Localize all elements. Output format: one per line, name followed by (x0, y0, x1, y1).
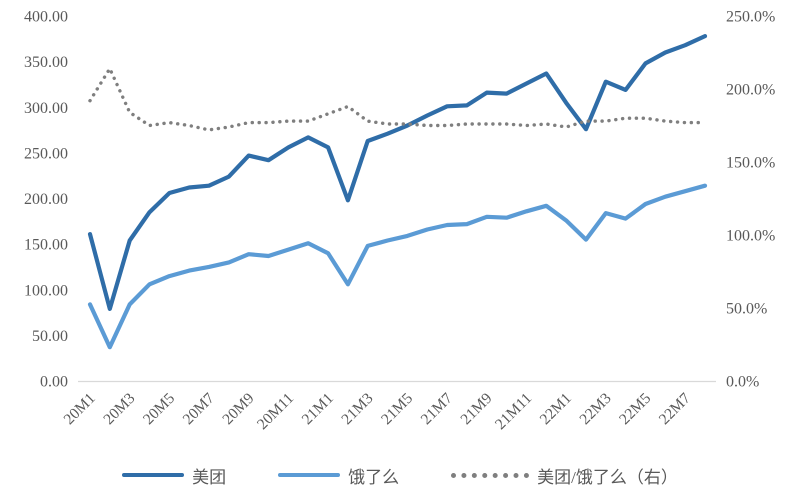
series-eleme (87, 183, 708, 350)
x-axis-tick: 22M5 (616, 390, 654, 428)
x-axis-tick: 21M11 (492, 390, 535, 433)
x-axis-tick: 22M7 (656, 390, 694, 428)
legend-item-meituan: 美团 (122, 463, 226, 488)
left-axis-labels: 400.00 350.00 300.00 250.00 200.00 150.00 100.… (24, 9, 68, 391)
legend-item-eleme: 饿了么 (278, 463, 399, 488)
legend-label-ratio: 美团/饿了么（右） (537, 467, 678, 487)
x-axis-tick: 22M3 (576, 390, 614, 428)
left-axis-tick: 300.00 (24, 100, 68, 117)
right-axis-tick: 100.0% (726, 228, 775, 245)
meituan-line-swatch-icon (122, 473, 185, 477)
x-axis-tick: 20M9 (219, 390, 257, 428)
x-axis-tick: 21M9 (457, 390, 495, 428)
series-ratio (88, 66, 707, 132)
chart-canvas: 400.00 350.00 300.00 250.00 200.00 150.00 100.… (24, 9, 775, 434)
chart-legend: 美团 饿了么 美团/饿了么（右） (0, 458, 800, 492)
eleme-line-swatch-icon (278, 473, 341, 477)
left-axis-tick: 200.00 (24, 191, 68, 208)
x-axis-tick: 21M5 (378, 390, 416, 428)
right-axis-tick: 200.0% (726, 82, 775, 99)
left-axis-tick: 400.00 (24, 9, 68, 26)
legend-label-eleme: 饿了么 (348, 467, 400, 487)
right-axis-tick: 250.0% (726, 9, 775, 26)
x-axis-tick: 20M3 (100, 390, 138, 428)
right-axis-tick: 50.0% (726, 301, 767, 318)
legend-item-ratio: 美团/饿了么（右） (451, 463, 678, 488)
left-axis-tick: 0.00 (40, 374, 68, 391)
left-axis-tick: 100.00 (24, 282, 68, 299)
left-axis-tick: 150.00 (24, 237, 68, 254)
x-axis-tick: 22M1 (537, 390, 575, 428)
x-axis-tick: 20M1 (61, 390, 99, 428)
x-axis-tick: 20M5 (140, 390, 178, 428)
x-axis-tick: 21M1 (299, 390, 337, 428)
right-axis-labels: 250.0% 200.0% 150.0% 100.0% 50.0% 0.0% (726, 9, 775, 391)
x-axis-tick: 20M11 (254, 390, 297, 433)
legend-label-meituan: 美团 (192, 467, 227, 487)
left-axis-tick: 50.00 (32, 328, 68, 345)
x-axis-tick: 20M7 (180, 390, 218, 428)
right-axis-tick: 150.0% (726, 155, 775, 172)
series-meituan (87, 33, 708, 311)
left-axis-tick: 250.00 (24, 145, 68, 162)
x-axis-tick: 21M7 (418, 390, 456, 428)
right-axis-tick: 0.0% (726, 374, 759, 391)
x-axis-tick: 21M3 (338, 390, 376, 428)
left-axis-tick: 350.00 (24, 54, 68, 71)
ratio-dotted-swatch-icon (451, 472, 530, 478)
